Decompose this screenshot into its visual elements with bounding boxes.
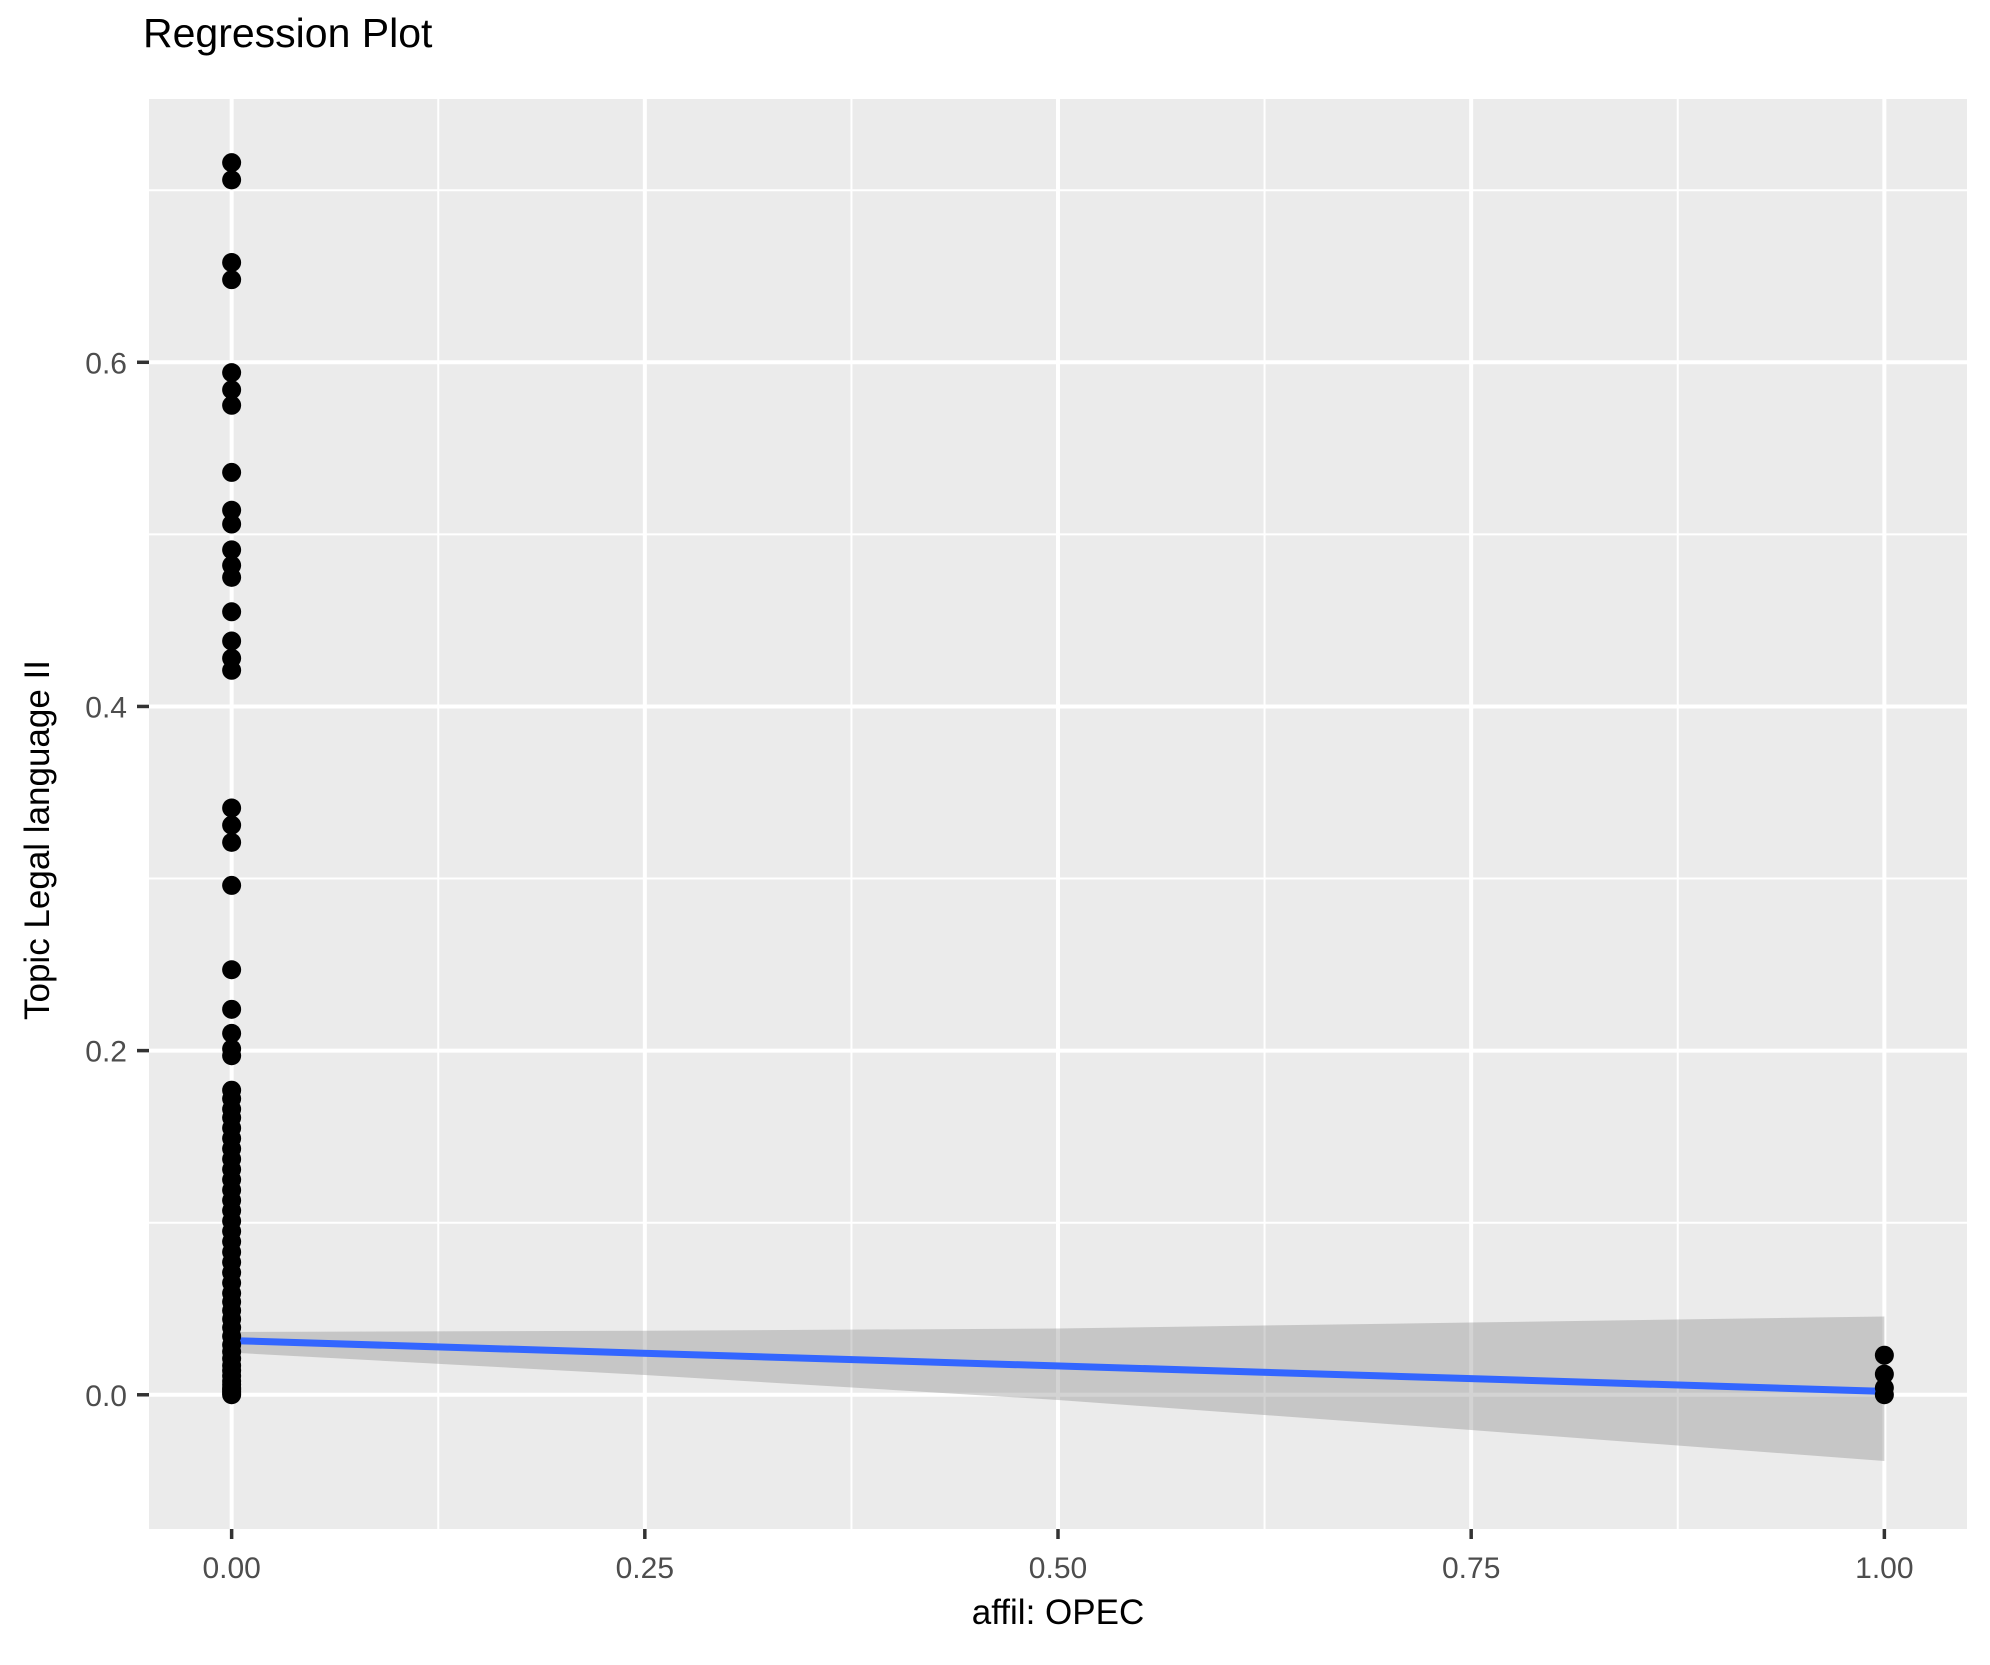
data-point: [222, 514, 242, 534]
x-tick-label: 1.00: [1855, 1552, 1913, 1585]
data-point: [222, 170, 242, 190]
data-point: [222, 960, 242, 980]
data-points: [222, 153, 1894, 1405]
x-tick-labels: 0.00 0.25 0.50 0.75 1.00: [202, 1552, 1913, 1585]
data-point: [222, 252, 242, 272]
y-tick-label: 0.6: [85, 347, 127, 380]
regression-line: [231, 1337, 1885, 1395]
x-tick-label: 0.00: [202, 1552, 260, 1585]
data-point: [222, 363, 242, 383]
x-tick-label: 0.50: [1029, 1552, 1087, 1585]
data-point: [222, 395, 242, 415]
data-point: [1874, 1364, 1894, 1384]
data-point: [1874, 1345, 1894, 1365]
data-point: [222, 500, 242, 520]
x-tick-label: 0.75: [1442, 1552, 1500, 1585]
y-axis-title: Topic Legal language II: [18, 660, 57, 1020]
data-point: [222, 999, 242, 1019]
data-point: [222, 462, 242, 482]
data-point: [222, 660, 242, 680]
data-point: [222, 380, 242, 400]
data-point: [1874, 1385, 1894, 1405]
data-point: [222, 540, 242, 560]
data-point: [222, 153, 242, 173]
data-point: [222, 1385, 242, 1405]
plot-title: Regression Plot: [143, 10, 433, 56]
data-point: [222, 798, 242, 818]
y-tick-label: 0.2: [85, 1036, 127, 1069]
data-point: [222, 567, 242, 587]
data-point: [222, 815, 242, 835]
data-point: [222, 602, 242, 622]
y-tick-labels: 0.0 0.2 0.4 0.6: [85, 347, 127, 1412]
data-point: [222, 875, 242, 895]
data-point: [222, 1023, 242, 1043]
x-tick-label: 0.25: [616, 1552, 674, 1585]
y-tick-label: 0.0: [85, 1380, 127, 1413]
data-point: [222, 631, 242, 651]
data-point: [222, 270, 242, 290]
x-axis-title: affil: OPEC: [971, 1593, 1145, 1632]
data-point: [222, 1046, 242, 1066]
axis-tick-marks: [137, 360, 1887, 1539]
y-tick-label: 0.4: [85, 691, 127, 724]
data-point: [222, 832, 242, 852]
